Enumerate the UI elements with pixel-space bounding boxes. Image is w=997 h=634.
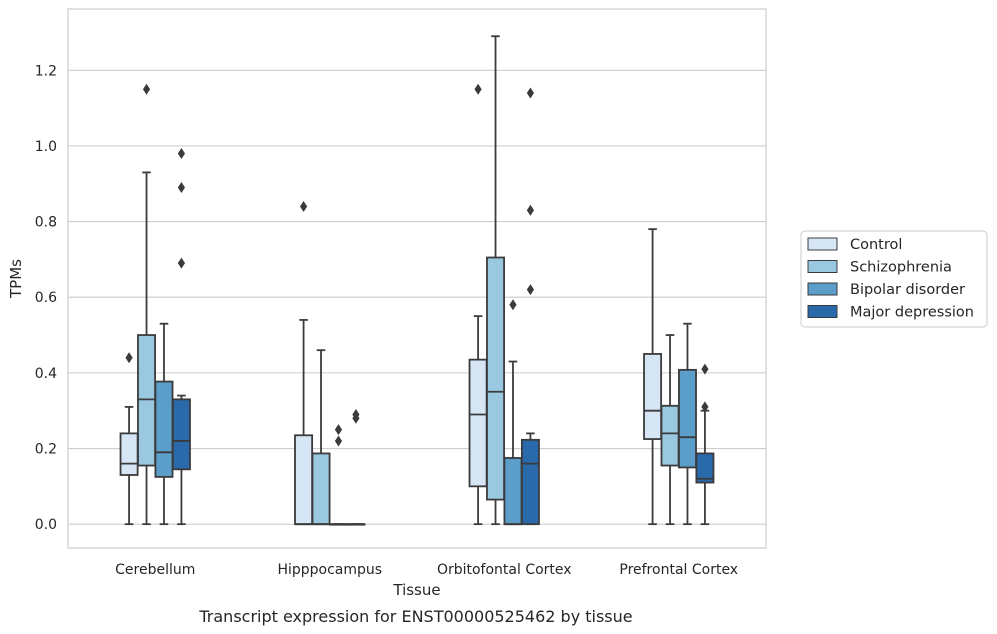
outlier-point (701, 363, 709, 375)
y-tick-label: 0.8 (35, 215, 57, 231)
box-body (154, 380, 174, 478)
box-control (119, 352, 139, 526)
y-tick-label: 0.4 (35, 366, 57, 382)
legend: Control Schizophrenia Bipolar disorder Majo… (800, 230, 988, 328)
box-body (486, 256, 505, 501)
box-bipolar-disorder (503, 299, 523, 526)
y-axis-ticks: 0.0 0.2 0.4 0.6 0.8 1.0 1.2 (35, 63, 57, 533)
box-body (119, 432, 139, 476)
box-body (503, 457, 523, 526)
outlier-point (177, 257, 186, 269)
box-control (643, 228, 663, 526)
box-bipolar-disorder (329, 424, 348, 526)
outlier-point (177, 147, 186, 159)
x-tick-label: Orbitofontal Cortex (437, 562, 572, 578)
box-body (660, 404, 680, 467)
box-major-depression (171, 147, 191, 526)
box-schizophrenia (137, 83, 156, 526)
outlier-point (526, 87, 535, 99)
y-tick-label: 0.6 (35, 290, 57, 306)
legend-label: Control (850, 237, 902, 253)
outlier-point (125, 352, 133, 364)
outlier-point (701, 401, 709, 413)
legend-swatch (807, 305, 838, 318)
box-bipolar-disorder (154, 322, 174, 526)
outlier-point (352, 408, 360, 420)
box-body (137, 334, 156, 467)
box-body (468, 358, 488, 488)
outlier-point (509, 299, 517, 311)
box-control (294, 200, 314, 526)
y-tick-label: 0.0 (35, 517, 57, 533)
box-body (171, 398, 191, 471)
box-major-depression (520, 87, 540, 526)
x-axis-ticks: Cerebellum Hipppocampus Orbitofontal Corte… (115, 562, 738, 578)
legend-frame (800, 230, 988, 328)
y-tick-label: 0.2 (35, 442, 57, 458)
legend-label: Bipolar disorder (850, 282, 965, 298)
box-body (294, 434, 314, 526)
outlier-point (334, 424, 343, 436)
box-body (311, 452, 331, 526)
outlier-point (177, 182, 186, 194)
outlier-point (334, 435, 343, 447)
outlier-point (299, 200, 308, 212)
box-bipolar-disorder (678, 322, 697, 526)
y-axis-label: TPMs (7, 259, 25, 299)
x-tick-label: Hipppocampus (277, 562, 382, 578)
box-body (678, 368, 697, 469)
box-schizophrenia (660, 334, 680, 526)
x-axis-label: Tissue (392, 581, 440, 599)
outlier-point (526, 284, 535, 296)
x-tick-label: Prefrontal Cortex (619, 562, 738, 578)
box-schizophrenia (486, 35, 505, 526)
y-tick-label: 1.2 (35, 63, 57, 79)
legend-swatch (807, 237, 838, 251)
y-tick-label: 1.0 (35, 139, 57, 155)
outlier-point (142, 83, 151, 95)
box-major-depression (346, 408, 366, 526)
legend-label: Major depression (850, 305, 974, 321)
box-schizophrenia (311, 349, 331, 526)
plot-frame (67, 8, 767, 549)
box-control (468, 83, 488, 526)
legend-swatch (807, 282, 838, 296)
x-tick-label: Cerebellum (115, 562, 195, 578)
outlier-point (526, 204, 535, 216)
figure-caption: Transcript expression for ENST0000052546… (198, 607, 632, 626)
legend-label: Schizophrenia (850, 260, 952, 276)
box-series (119, 35, 715, 526)
legend-swatch (807, 260, 838, 273)
box-body (695, 452, 715, 484)
outlier-point (474, 83, 482, 95)
box-body (643, 353, 663, 440)
box-major-depression (695, 363, 715, 526)
box-body (520, 438, 540, 526)
